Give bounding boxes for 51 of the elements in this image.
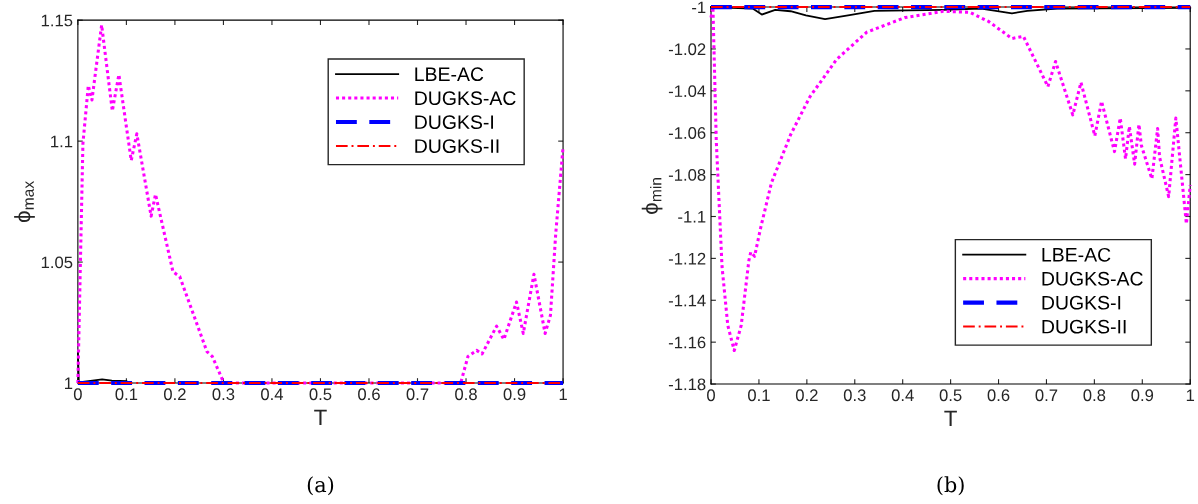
x-tick-label: 0.1 <box>748 389 770 402</box>
legend-label: DUGKS-II <box>1042 319 1126 334</box>
y-tick-label: -1.02 <box>668 43 706 56</box>
y-tick-label: -1.14 <box>668 294 706 307</box>
x-axis-title: T <box>314 409 327 426</box>
legend-label: DUGKS-II <box>415 139 499 153</box>
legend-label: DUGKS-AC <box>1042 271 1143 286</box>
x-tick-label: 0 <box>73 388 82 401</box>
y-tick-label: 1.15 <box>41 14 73 27</box>
x-tick-label: 1 <box>559 388 567 400</box>
line-series <box>76 23 565 385</box>
y-axis-title: ϕ$_{max}$ <box>14 181 35 223</box>
x-tick-label: 0.2 <box>795 389 818 402</box>
x-tick-label: 0.8 <box>1083 389 1106 402</box>
x-tick-label: 0.3 <box>843 389 866 402</box>
y-tick-label: -1.1 <box>678 211 706 223</box>
x-tick-label: 0.7 <box>406 388 429 401</box>
legend-label: DUGKS-I <box>1042 295 1121 310</box>
x-tick-label: 0.4 <box>261 388 284 401</box>
x-tick-label: 0.4 <box>891 389 914 402</box>
text: (a) <box>307 476 334 496</box>
x-axis-title: T <box>944 410 957 427</box>
y-tick-label: -1.06 <box>668 127 706 139</box>
legend-label: LBE-AC <box>1042 247 1111 262</box>
x-tick-label: 0.3 <box>212 388 235 401</box>
x-tick-label: 0.5 <box>309 388 332 401</box>
legend-label: DUGKS-I <box>415 115 493 130</box>
legend-label: LBE-AC <box>415 67 484 82</box>
x-tick-label: 0.9 <box>503 388 526 401</box>
y-tick-label: -1.04 <box>668 85 706 98</box>
x-tick-label: 0.5 <box>939 389 962 402</box>
y-tick-label: -1.08 <box>668 169 706 181</box>
text: (b) <box>937 476 964 496</box>
x-tick-label: 0.6 <box>987 389 1010 402</box>
y-tick-label: -1.12 <box>668 252 706 265</box>
x-tick-label: 0.9 <box>1131 389 1154 402</box>
y-tick-label: -1.18 <box>668 378 706 391</box>
x-tick-label: 0.2 <box>163 388 186 401</box>
y-tick-label: -1.16 <box>668 336 706 349</box>
x-tick-label: 0.1 <box>115 388 138 401</box>
x-tick-label: 1 <box>1186 389 1195 401</box>
y-tick-label: 1 <box>65 377 73 390</box>
x-tick-label: 0.7 <box>1035 389 1058 402</box>
x-tick-label: 0 <box>707 389 715 402</box>
y-tick-label: -1 <box>692 1 706 14</box>
y-axis-title: ϕ$_{min}$ <box>641 178 663 214</box>
legend-label: DUGKS-AC <box>415 91 516 106</box>
x-tick-label: 0.6 <box>358 388 380 401</box>
y-tick-label: 1.1 <box>51 135 73 148</box>
x-tick-label: 0.8 <box>455 388 477 401</box>
y-tick-label: 1.05 <box>41 256 73 269</box>
